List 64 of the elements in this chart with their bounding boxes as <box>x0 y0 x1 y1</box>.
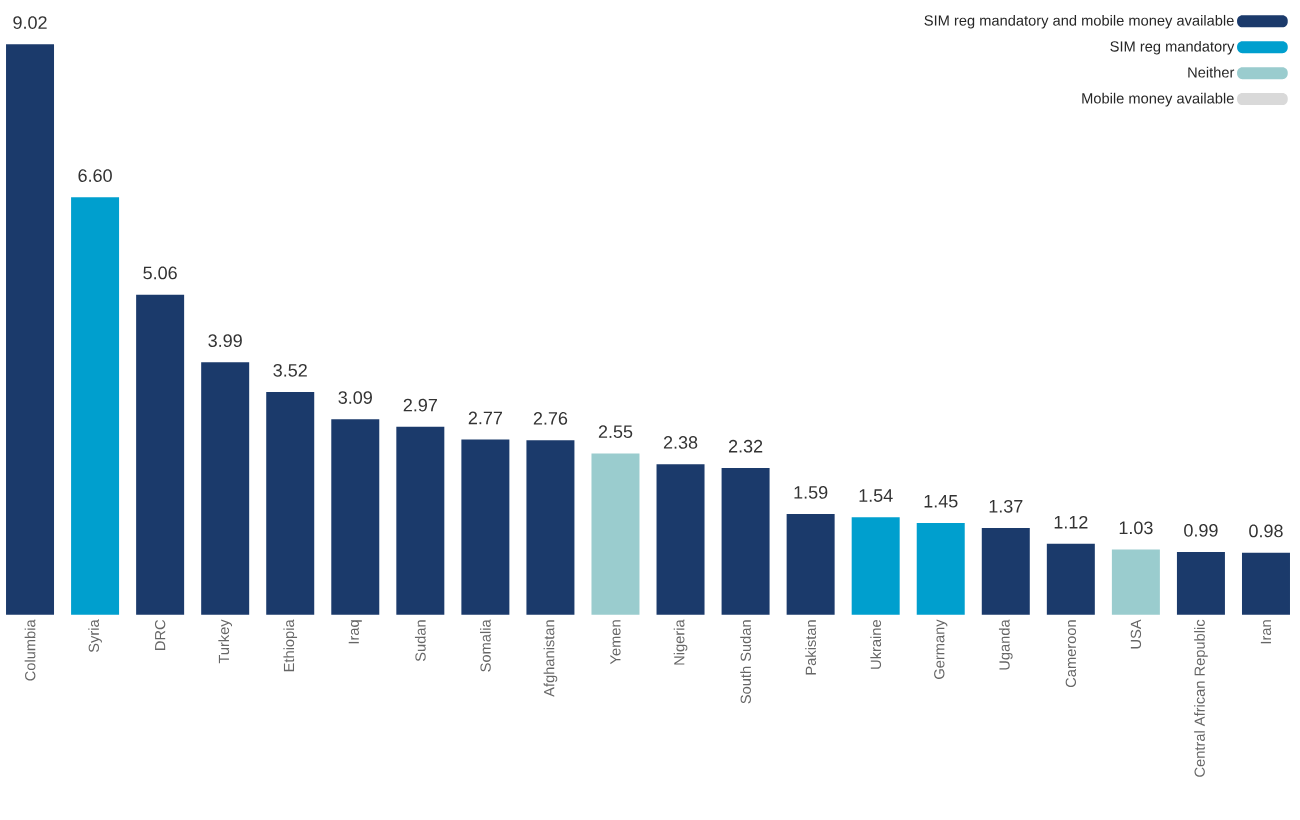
bar <box>721 467 770 615</box>
data-label: 1.45 <box>924 495 958 508</box>
data-label: 3.52 <box>273 363 307 377</box>
data-label: 2.38 <box>663 436 698 449</box>
x-tick-label: Nigeria <box>673 619 688 665</box>
bar <box>331 419 380 615</box>
x-tick-label: Ethiopia <box>283 619 298 672</box>
data-label: 2.32 <box>728 439 763 453</box>
data-label: 2.77 <box>468 411 502 425</box>
x-tick-label: Pakistan <box>805 620 817 675</box>
data-label: 1.12 <box>1054 515 1088 529</box>
bar <box>786 514 835 615</box>
bar <box>266 392 315 615</box>
data-label: 5.06 <box>143 266 177 280</box>
bar <box>1241 552 1290 615</box>
bar <box>656 464 705 615</box>
x-tick-label: Iraq <box>348 620 362 644</box>
data-label: 0.99 <box>1184 523 1218 537</box>
data-label: 3.09 <box>338 391 372 404</box>
x-tick-label: Ukraine <box>870 620 882 669</box>
bar <box>136 294 185 615</box>
bar <box>1046 543 1095 615</box>
x-tick-label: Columbia <box>24 619 36 681</box>
bar <box>851 517 900 615</box>
legend-label: SIM reg mandatory and mobile money available <box>924 14 1234 29</box>
data-label: 1.37 <box>989 499 1023 513</box>
x-tick-label: Afghanistan <box>543 620 558 697</box>
x-tick-label: Germany <box>934 619 948 679</box>
legend-label: SIM reg mandatory <box>1110 40 1235 55</box>
bar <box>6 44 55 615</box>
bar <box>526 440 575 615</box>
x-tick-label: Somalia <box>480 619 491 672</box>
legend-label: Neither <box>1188 66 1235 78</box>
x-tick-label: Cameroon <box>1065 620 1077 688</box>
bar <box>916 522 965 615</box>
data-label: 3.99 <box>208 334 242 347</box>
bar <box>201 362 250 615</box>
x-tick-label: Uganda <box>998 619 1013 670</box>
bar <box>396 426 445 615</box>
bar <box>591 453 640 615</box>
x-tick-label: Yemen <box>610 620 621 665</box>
x-tick-label: Turkey <box>218 619 232 664</box>
x-tick-label: Iran <box>1260 620 1272 644</box>
data-label: 0.98 <box>1249 524 1283 538</box>
bar <box>461 439 510 615</box>
x-tick-label: DRC <box>154 619 166 650</box>
data-label: 6.60 <box>78 169 112 182</box>
x-tick-label: Sudan <box>414 620 426 662</box>
data-label: 1.59 <box>794 486 828 499</box>
legend-label: Mobile money available <box>1082 92 1234 107</box>
bar <box>1111 549 1160 615</box>
data-label: 2.76 <box>533 412 568 425</box>
data-label: 2.55 <box>598 425 633 439</box>
bar <box>71 197 120 615</box>
data-label: 1.03 <box>1119 521 1153 535</box>
x-tick-label: USA <box>1130 619 1142 649</box>
data-label: 2.97 <box>403 398 437 412</box>
x-tick-label: Syria <box>88 619 102 653</box>
bar <box>1176 552 1225 615</box>
data-label: 1.54 <box>859 489 893 502</box>
bar <box>981 528 1030 615</box>
x-tick-label: Central African Republic <box>1194 619 1208 777</box>
x-tick-label: South Sudan <box>740 620 751 704</box>
data-label: 9.02 <box>13 16 47 29</box>
